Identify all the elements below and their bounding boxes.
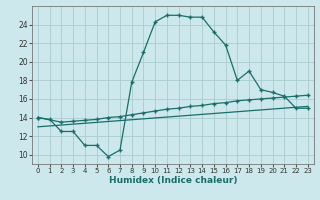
X-axis label: Humidex (Indice chaleur): Humidex (Indice chaleur) xyxy=(108,176,237,185)
